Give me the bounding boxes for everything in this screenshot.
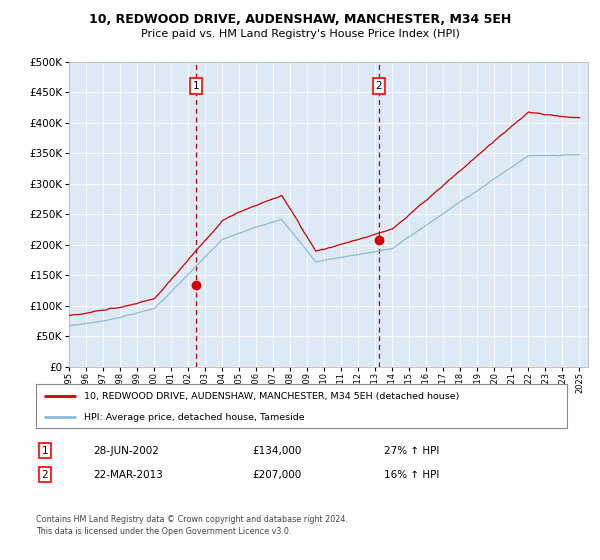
Text: HPI: Average price, detached house, Tameside: HPI: Average price, detached house, Tame… xyxy=(84,413,304,422)
Text: 16% ↑ HPI: 16% ↑ HPI xyxy=(384,470,439,480)
Text: 28-JUN-2002: 28-JUN-2002 xyxy=(93,446,159,456)
Text: £207,000: £207,000 xyxy=(252,470,301,480)
Text: 10, REDWOOD DRIVE, AUDENSHAW, MANCHESTER, M34 5EH (detached house): 10, REDWOOD DRIVE, AUDENSHAW, MANCHESTER… xyxy=(84,391,459,400)
Text: 2: 2 xyxy=(41,470,49,480)
Text: £134,000: £134,000 xyxy=(252,446,301,456)
Text: 1: 1 xyxy=(41,446,49,456)
Text: 22-MAR-2013: 22-MAR-2013 xyxy=(93,470,163,480)
Text: 2: 2 xyxy=(376,81,382,91)
Text: Contains HM Land Registry data © Crown copyright and database right 2024.
This d: Contains HM Land Registry data © Crown c… xyxy=(36,515,348,536)
Text: 1: 1 xyxy=(193,81,199,91)
Text: 27% ↑ HPI: 27% ↑ HPI xyxy=(384,446,439,456)
Text: Price paid vs. HM Land Registry's House Price Index (HPI): Price paid vs. HM Land Registry's House … xyxy=(140,29,460,39)
Text: 10, REDWOOD DRIVE, AUDENSHAW, MANCHESTER, M34 5EH: 10, REDWOOD DRIVE, AUDENSHAW, MANCHESTER… xyxy=(89,13,511,26)
